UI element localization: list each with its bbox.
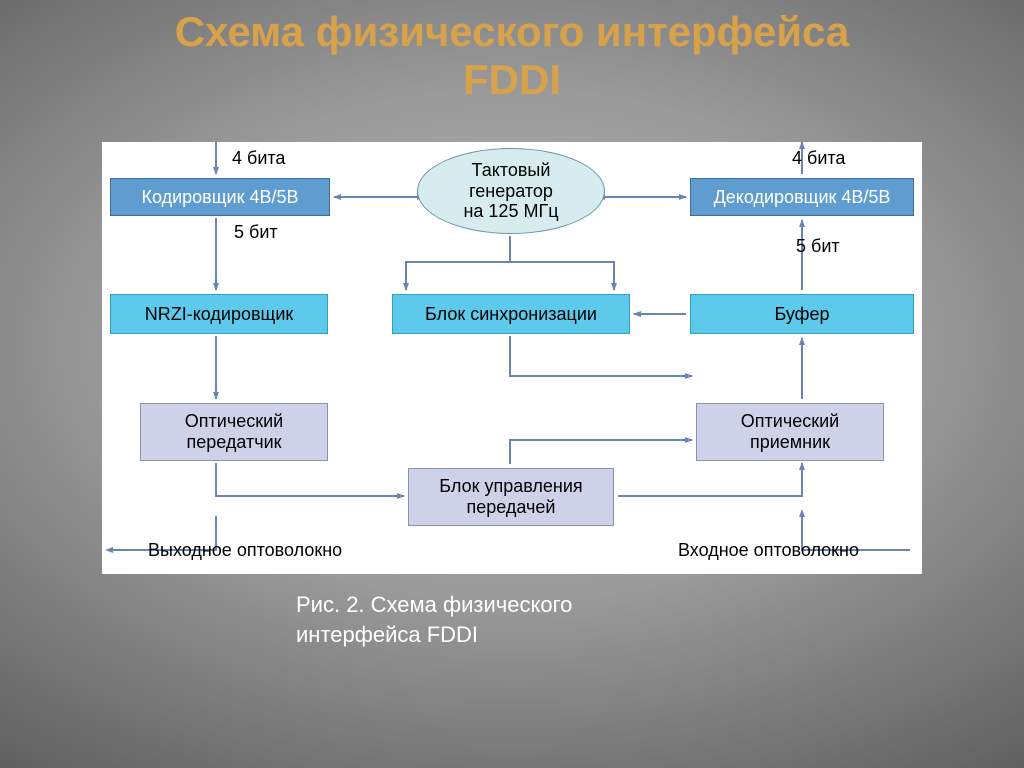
node-sync: Блок синхронизации <box>392 294 630 334</box>
node-rx: Оптическийприемник <box>696 403 884 461</box>
node-buffer: Буфер <box>690 294 914 334</box>
label-bits4_l: 4 бита <box>232 148 285 169</box>
title-line-1: Схема физического интерфейса <box>175 8 850 55</box>
page-title: Схема физического интерфейса FDDI <box>0 8 1024 105</box>
node-clock: Тактовыйгенераторна 125 МГц <box>417 148 605 234</box>
node-nrzi: NRZI-кодировщик <box>110 294 328 334</box>
fddi-diagram: Тактовыйгенераторна 125 МГц Кодировщик 4В… <box>102 142 922 574</box>
title-line-2: FDDI <box>463 56 561 103</box>
label-out_fiber: Выходное оптоволокно <box>148 540 342 561</box>
node-tx: Оптическийпередатчик <box>140 403 328 461</box>
node-ctrl: Блок управленияпередачей <box>408 468 614 526</box>
label-in_fiber: Входное оптоволокно <box>678 540 859 561</box>
label-bits5_r: 5 бит <box>796 236 840 257</box>
label-bits4_r: 4 бита <box>792 148 845 169</box>
figure-caption: Рис. 2. Схема физического интерфейса FDD… <box>296 590 696 649</box>
node-decoder: Декодировщик 4В/5В <box>690 178 914 216</box>
node-encoder: Кодировщик 4В/5В <box>110 178 330 216</box>
label-bits5_l: 5 бит <box>234 222 278 243</box>
